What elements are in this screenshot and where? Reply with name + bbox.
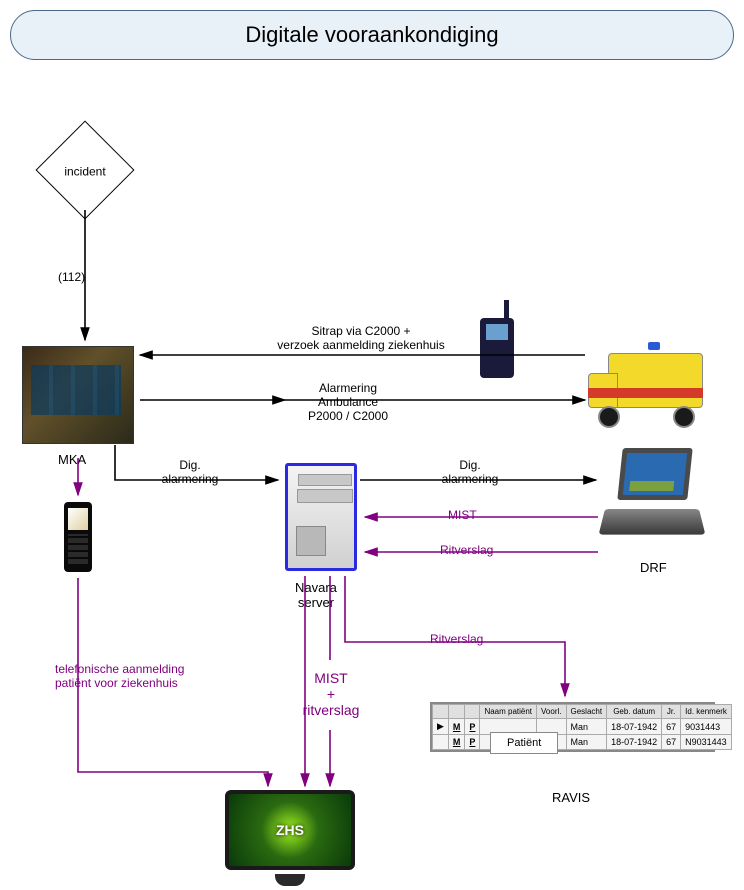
label-mist: MIST <box>448 508 477 522</box>
ravis-col-header <box>433 705 449 719</box>
ravis-cell: Man <box>566 719 607 735</box>
mka-label: MKA <box>58 452 86 467</box>
ravis-cell: Man <box>566 735 607 750</box>
drf-laptop-icon <box>602 448 702 548</box>
label-alarmering-amb: Alarmering Ambulance P2000 / C2000 <box>288 381 408 423</box>
ravis-cell: P <box>465 719 480 735</box>
label-ritverslag-1: Ritverslag <box>440 543 493 557</box>
ravis-cell: 67 <box>662 735 681 750</box>
drf-label: DRF <box>640 560 667 575</box>
mka-image <box>22 346 134 444</box>
table-row: MP Man18-07-194267N9031443 <box>433 735 732 750</box>
ravis-col-header <box>448 705 465 719</box>
cellphone-icon <box>64 502 92 572</box>
ravis-col-header: Geslacht <box>566 705 607 719</box>
ravis-col-header: Jr. <box>662 705 681 719</box>
ravis-cell: M <box>448 719 465 735</box>
ravis-col-header: Id. kenmerk <box>681 705 732 719</box>
ravis-cell: ▶ <box>433 719 449 735</box>
zhs-monitor-icon: ZHS <box>225 790 355 890</box>
ambulance-icon <box>588 348 708 428</box>
ravis-col-header: Geb. datum <box>607 705 662 719</box>
incident-node: incident <box>36 121 135 220</box>
incident-label: incident <box>50 136 120 206</box>
ravis-col-header <box>465 705 480 719</box>
label-mist-ritverslag: MIST + ritverslag <box>296 670 366 718</box>
zhs-text: ZHS <box>276 822 304 838</box>
ravis-cell <box>433 735 449 750</box>
title-banner: Digitale vooraankondiging <box>10 10 734 60</box>
title-text: Digitale vooraankondiging <box>245 22 498 48</box>
server-label: Navara server <box>295 580 337 610</box>
ravis-cell: 9031443 <box>681 719 732 735</box>
label-ritverslag-2: Ritverslag <box>430 632 483 646</box>
label-tel-aanmelding: telefonische aanmelding patiënt voor zie… <box>55 662 255 690</box>
label-sitrap: Sitrap via C2000 + verzoek aanmelding zi… <box>256 324 466 352</box>
ravis-cell: P <box>465 735 480 750</box>
ravis-cell: N9031443 <box>681 735 732 750</box>
ravis-col-header: Naam patiënt <box>480 705 537 719</box>
ravis-cell: 18-07-1942 <box>607 719 662 735</box>
ravis-cell: M <box>448 735 465 750</box>
ravis-col-header: Voorl. <box>537 705 566 719</box>
label-dig-alarm-right: Dig. alarmering <box>430 458 510 486</box>
ravis-cell: 18-07-1942 <box>607 735 662 750</box>
label-dig-alarm-left: Dig. alarmering <box>150 458 230 486</box>
ravis-cell: 67 <box>662 719 681 735</box>
server-icon <box>285 463 357 571</box>
ravis-patient-overlay: Patiënt <box>490 732 558 754</box>
ravis-label: RAVIS <box>552 790 590 805</box>
ravis-table: Naam patiëntVoorl.GeslachtGeb. datumJr.I… <box>430 702 715 752</box>
table-row: ▶MP Man18-07-1942679031443 <box>433 719 732 735</box>
radio-icon <box>480 318 514 378</box>
label-112: (112) <box>58 270 85 284</box>
